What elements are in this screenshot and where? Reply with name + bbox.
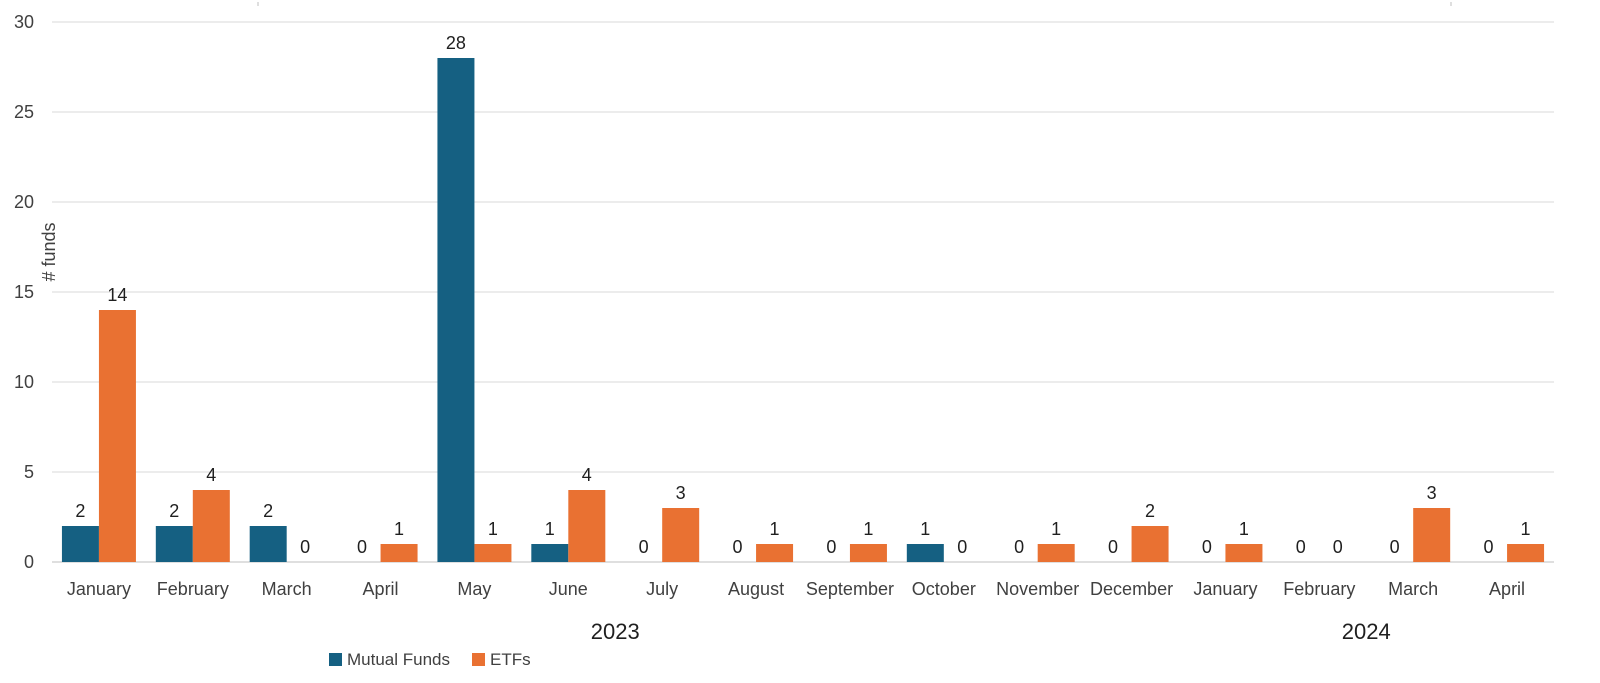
data-label: 0 — [639, 537, 649, 557]
bar — [1507, 544, 1545, 562]
data-label: 1 — [920, 519, 930, 539]
y-tick-label: 20 — [14, 192, 34, 212]
bar — [437, 58, 475, 562]
bar — [380, 544, 418, 562]
data-label: 0 — [1390, 537, 1400, 557]
bar — [192, 490, 230, 562]
data-label: 1 — [1051, 519, 1061, 539]
bar — [662, 508, 700, 562]
x-tick-label: November — [996, 579, 1079, 599]
x-tick-label: February — [157, 579, 229, 599]
data-label: 1 — [863, 519, 873, 539]
bar — [1037, 544, 1075, 562]
data-label: 4 — [206, 465, 216, 485]
legend-entry: Mutual Funds — [347, 650, 450, 669]
y-tick-label: 5 — [24, 462, 34, 482]
data-label: 0 — [733, 537, 743, 557]
group-label: 2024 — [1342, 619, 1391, 644]
data-label: 0 — [957, 537, 967, 557]
bar — [849, 544, 887, 562]
data-label: 3 — [676, 483, 686, 503]
data-label: 0 — [1014, 537, 1024, 557]
x-tick-label: March — [262, 579, 312, 599]
x-tick-label: April — [1489, 579, 1525, 599]
bar — [98, 310, 136, 562]
x-tick-label: July — [646, 579, 678, 599]
data-label: 1 — [545, 519, 555, 539]
data-label: 3 — [1427, 483, 1437, 503]
x-tick-label: January — [67, 579, 131, 599]
data-label: 2 — [263, 501, 273, 521]
bar — [1225, 544, 1263, 562]
bar — [249, 526, 287, 562]
data-label: 0 — [300, 537, 310, 557]
data-label: 1 — [1239, 519, 1249, 539]
x-axis-group-labels: 2023 2024 — [257, 2, 1452, 644]
bar — [756, 544, 794, 562]
y-axis-ticks: 0 5 10 15 20 25 30 — [14, 12, 34, 572]
bars — [61, 58, 1545, 562]
bar — [1131, 526, 1169, 562]
x-axis-ticks: January February March April May June July Augu… — [67, 579, 1525, 599]
x-tick-label: December — [1090, 579, 1173, 599]
bar — [61, 526, 99, 562]
y-tick-label: 30 — [14, 12, 34, 32]
gridlines — [52, 21, 1554, 563]
bar — [568, 490, 606, 562]
y-tick-label: 25 — [14, 102, 34, 122]
x-tick-label: October — [912, 579, 976, 599]
data-label: 1 — [488, 519, 498, 539]
x-tick-label: June — [549, 579, 588, 599]
legend-entry: ETFs — [490, 650, 531, 669]
y-tick-label: 0 — [24, 552, 34, 572]
data-label: 0 — [1108, 537, 1118, 557]
x-tick-label: May — [457, 579, 491, 599]
data-label: 1 — [770, 519, 780, 539]
y-tick-label: 15 — [14, 282, 34, 302]
legend-swatch — [472, 653, 485, 666]
bar — [1413, 508, 1451, 562]
y-tick-label: 10 — [14, 372, 34, 392]
bar — [155, 526, 193, 562]
data-label: 2 — [1145, 501, 1155, 521]
legend: Mutual Funds ETFs — [329, 650, 531, 669]
data-label: 2 — [169, 501, 179, 521]
data-label: 0 — [357, 537, 367, 557]
x-tick-label: February — [1283, 579, 1355, 599]
data-label: 1 — [1521, 519, 1531, 539]
data-label: 28 — [446, 33, 466, 53]
data-label: 4 — [582, 465, 592, 485]
x-tick-label: August — [728, 579, 784, 599]
y-axis-label: # funds — [39, 222, 59, 281]
data-label: 2 — [75, 501, 85, 521]
data-label: 0 — [826, 537, 836, 557]
bar — [906, 544, 944, 562]
data-label: 0 — [1484, 537, 1494, 557]
data-label: 14 — [107, 285, 127, 305]
x-tick-label: January — [1193, 579, 1257, 599]
data-label: 0 — [1333, 537, 1343, 557]
legend-swatch — [329, 653, 342, 666]
x-tick-label: April — [363, 579, 399, 599]
data-label: 0 — [1296, 537, 1306, 557]
x-tick-label: September — [806, 579, 894, 599]
data-label: 1 — [394, 519, 404, 539]
bar — [531, 544, 569, 562]
bar — [474, 544, 512, 562]
data-label: 0 — [1202, 537, 1212, 557]
x-tick-label: March — [1388, 579, 1438, 599]
group-label: 2023 — [591, 619, 640, 644]
